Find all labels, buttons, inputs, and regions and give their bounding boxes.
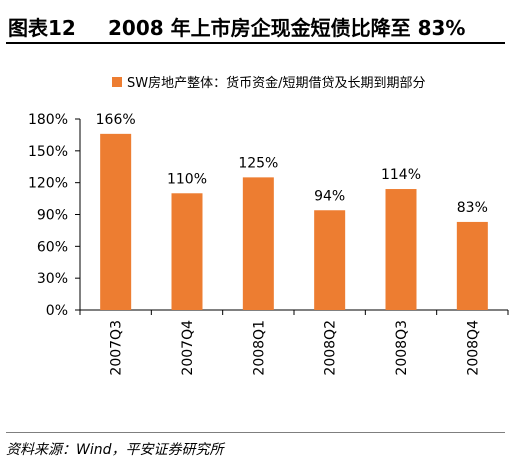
- legend-swatch: [112, 77, 122, 87]
- data-labels-group: 166% 110% 125% 94% 114% 83%: [96, 112, 488, 216]
- bar: [100, 133, 132, 310]
- x-tick-label: 2007Q4: [180, 320, 196, 376]
- bar: [171, 193, 203, 310]
- x-tick-label: 2008Q4: [465, 320, 481, 376]
- legend: SW房地产整体：货币资金/短期借贷及长期到期部分: [112, 75, 426, 91]
- y-axis: 0% 30% 60% 90% 120% 150% 180%: [28, 112, 81, 319]
- x-tick-label: 2008Q1: [251, 320, 267, 376]
- y-tick-label: 30%: [37, 271, 68, 287]
- bar: [314, 210, 346, 310]
- bars-group: [100, 133, 488, 310]
- x-axis: 2007Q3 2007Q4 2008Q1 2008Q2 2008Q3 2008Q4: [79, 309, 509, 376]
- source-note: 资料来源：Wind，平安证券研究所: [6, 442, 224, 458]
- data-label: 114%: [381, 167, 421, 183]
- y-tick-label: 120%: [28, 176, 68, 192]
- figure-label: 图表12: [8, 16, 76, 40]
- y-tick-label: 90%: [37, 208, 68, 224]
- bar: [242, 177, 274, 310]
- source-divider: [6, 432, 505, 433]
- data-label: 166%: [96, 112, 136, 128]
- data-label: 94%: [314, 188, 345, 204]
- bar: [456, 221, 488, 310]
- y-tick-label: 150%: [28, 144, 68, 160]
- figure-header: 图表12 2008 年上市房企现金短债比降至 83%: [6, 6, 505, 44]
- x-tick-label: 2007Q3: [109, 320, 125, 376]
- data-label: 110%: [167, 171, 207, 187]
- data-label: 83%: [457, 200, 488, 216]
- y-tick-label: 180%: [28, 112, 68, 128]
- y-tick-label: 0%: [46, 303, 68, 319]
- data-label: 125%: [238, 155, 278, 171]
- legend-label: SW房地产整体：货币资金/短期借贷及长期到期部分: [127, 75, 426, 91]
- x-tick-label: 2008Q2: [323, 320, 339, 376]
- y-tick-label: 60%: [37, 239, 68, 255]
- x-tick-label: 2008Q3: [394, 320, 410, 376]
- chart-title: 2008 年上市房企现金短债比降至 83%: [108, 16, 466, 40]
- bar: [385, 189, 417, 310]
